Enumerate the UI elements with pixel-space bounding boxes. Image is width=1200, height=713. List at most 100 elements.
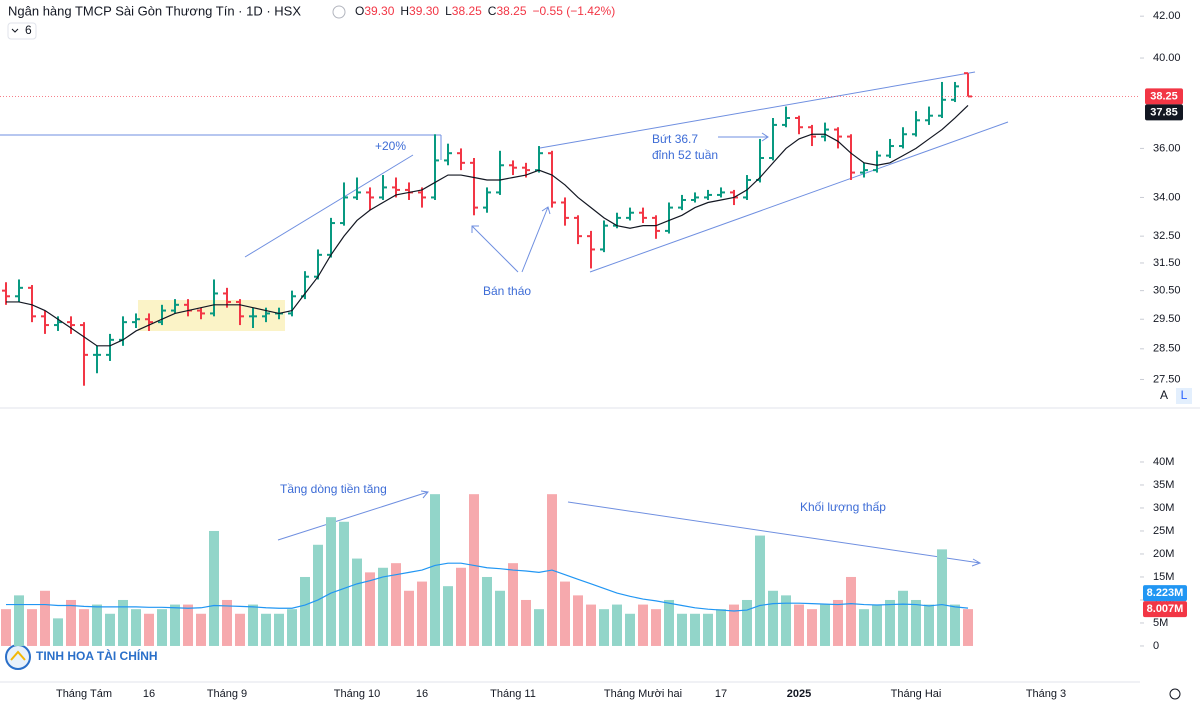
volume-bar [716,609,726,646]
volume-bar [1,609,11,646]
volume-bar [313,544,323,646]
settings-icon[interactable] [1169,688,1181,700]
x-tick-label: Tháng Hai [891,688,942,700]
volume-bar [456,567,466,646]
volume-bar [690,613,700,646]
volume-low-arrow [567,501,982,567]
volume-bar [781,595,791,646]
volume-last-label: 8.007M [1147,603,1184,615]
volume-bar [625,613,635,646]
x-tick-label: 16 [143,688,155,700]
moving-average [6,105,969,347]
volume-bar [924,604,934,646]
ohlc-key: O [355,4,364,18]
scale-button[interactable]: L [1181,388,1188,402]
chevron [11,28,19,33]
ohlc-value: 39.30 [364,4,394,18]
x-tick-label: Tháng 11 [490,688,536,700]
x-tick-label: Tháng 10 [334,688,380,700]
volume-bar [677,613,687,646]
y-tick-label: 29.50 [1153,313,1181,325]
visibility-icon[interactable] [332,5,346,19]
x-tick-label: Tháng Mười hai [604,688,682,700]
volume-last-box [1143,601,1187,618]
volume-bar [105,613,115,646]
volume-bar [417,581,427,646]
volume-bar [521,599,531,646]
volume-rise-arrow [277,490,429,541]
y-tick-label: 36.00 [1153,142,1181,154]
volume-bar [911,599,921,646]
volume-moving-average [6,562,969,612]
volume-bar [482,576,492,646]
volume-bar [196,613,206,646]
annotation: Tầng dòng tiền tăng [280,482,387,496]
volume-ma-box [1143,585,1187,602]
annotation: +20% [375,139,406,153]
volume-bar [222,599,232,646]
volume-bar [92,604,102,646]
y-tick-label: 40M [1153,456,1174,468]
volume-bar [885,599,895,646]
x-tick-label: Tháng 3 [1026,688,1066,700]
volume-bar [352,558,362,646]
volume-bar [248,604,258,646]
volume-bar [209,530,219,646]
volume-bar [573,595,583,646]
y-tick-label: 15M [1153,571,1174,583]
trend-arrow [244,154,414,258]
volume-bar [118,599,128,646]
volume-bar [404,590,414,646]
x-tick-label: 17 [715,688,727,700]
ohlc-header: O39.30 H39.30 L38.25 C38.25 −0.55 (−1.42%) [355,4,615,18]
brand-logo-mark [10,650,26,661]
annotation: Khối lượng thấp [800,500,886,514]
y-tick-label: 34.00 [1153,191,1181,203]
volume-bar [378,567,388,646]
y-tick-label: 31.50 [1153,257,1181,269]
volume-bar [27,609,37,646]
ohlc-value: 39.30 [409,4,439,18]
volume-bar [326,517,336,646]
scale-button[interactable]: A [1160,388,1168,402]
volume-bar [144,613,154,646]
channel-lower [589,121,1009,273]
volume-bar [768,590,778,646]
x-tick-label: Tháng Tám [56,688,112,700]
volume-bar [612,604,622,646]
ma-label: 37.85 [1150,106,1178,118]
volume-ma-label: 8.223M [1147,587,1184,599]
ohlc-key: C [488,4,497,18]
last-price-label: 38.25 [1150,90,1178,102]
indicator-toggle[interactable] [7,22,37,40]
volume-bar [729,604,739,646]
indicator-count: 6 [25,23,32,37]
volume-bar [274,613,284,646]
volume-bar [40,590,50,646]
volume-bar [365,572,375,646]
volume-bar [79,609,89,646]
volume-bar [508,563,518,646]
volume-bar [950,604,960,646]
volume-bar [599,609,609,646]
volume-bar [287,609,297,646]
volume-bar [963,609,973,646]
last-price-box [1145,88,1183,105]
volume-bar [651,609,661,646]
volume-bar [664,599,674,646]
y-tick-label: 32.50 [1153,230,1181,242]
y-tick-label: 42.00 [1153,10,1181,22]
volume-bar [66,599,76,646]
y-tick-label: 28.50 [1153,343,1181,355]
volume-bar [131,609,141,646]
ohlc-value: 38.25 [452,4,482,18]
annotation: đỉnh 52 tuần [652,148,718,162]
annotation: Bán tháo [483,284,531,298]
volume-bar [183,604,193,646]
chart-title: Ngân hàng TMCP Sài Gòn Thương Tín · 1D ·… [8,3,301,18]
scale-button-bg [1176,388,1192,404]
y-tick-label: 0 [1153,640,1159,652]
breakout-arrow [718,132,769,142]
